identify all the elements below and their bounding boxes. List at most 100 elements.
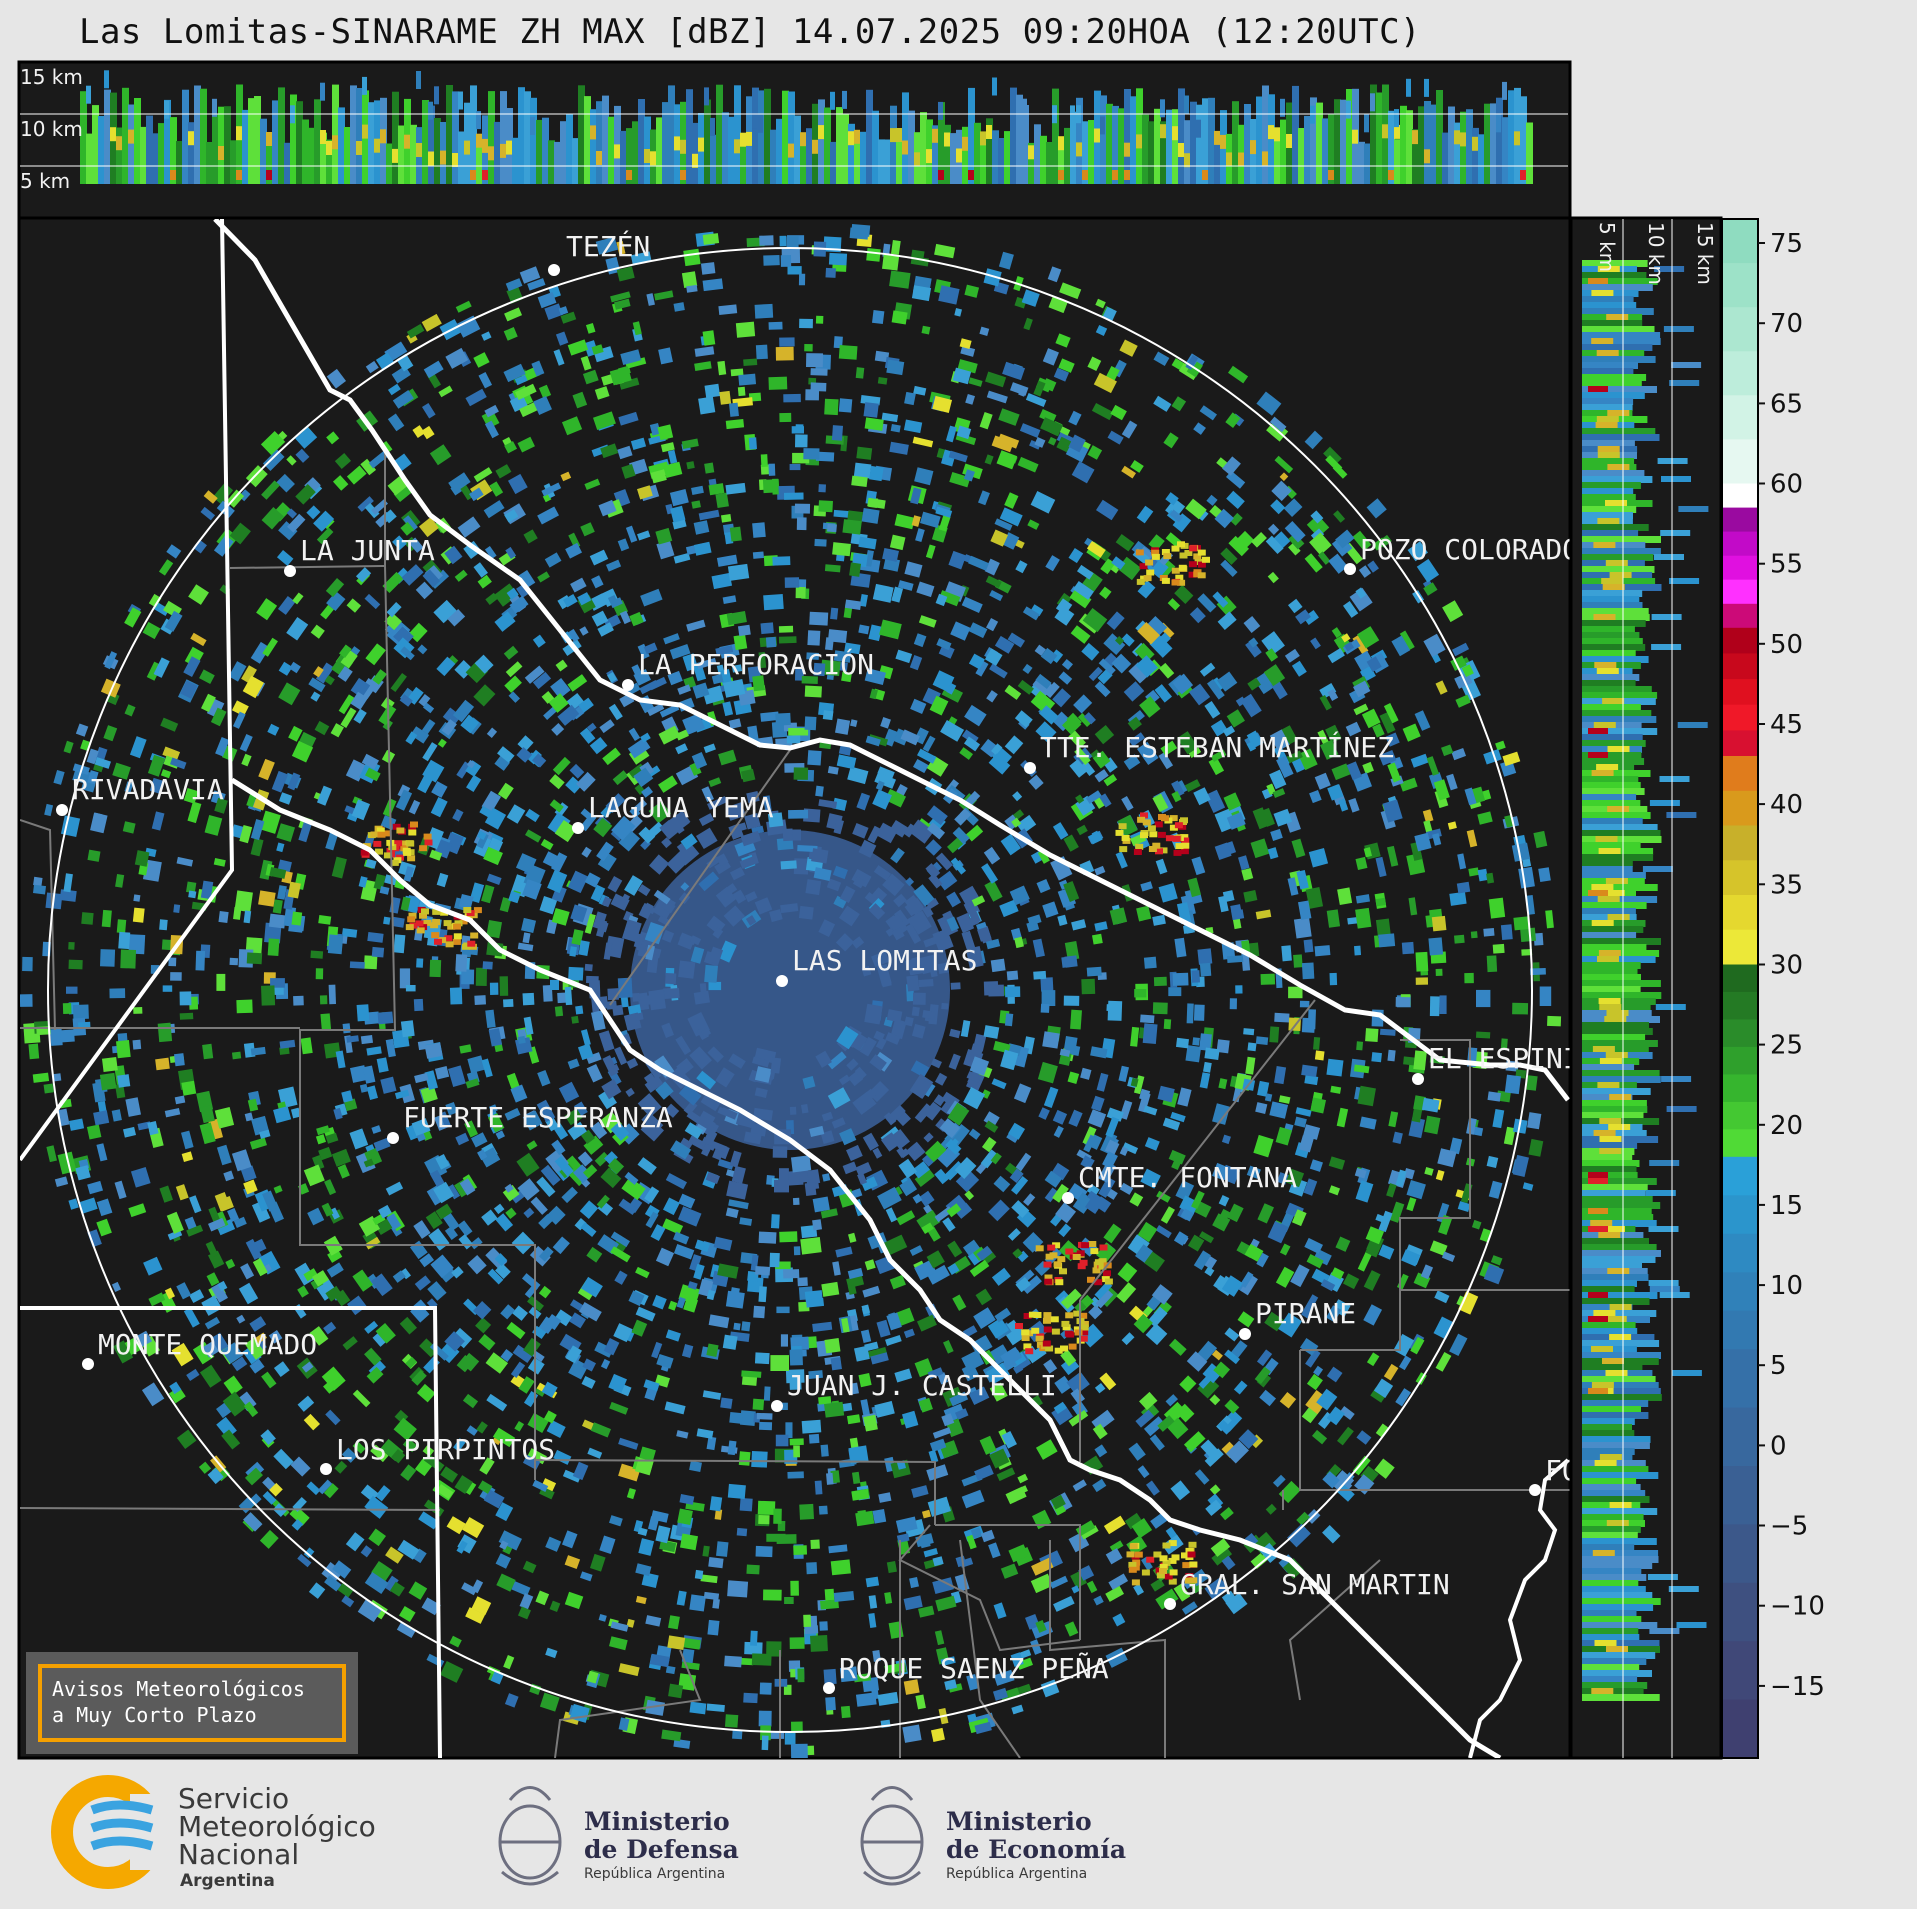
top-cross-section-echoes — [80, 70, 1533, 184]
side-alt-label-15: 15 km — [1693, 222, 1717, 285]
city-la-junta[interactable]: LA JUNTA — [284, 534, 435, 577]
city-label: RIVADAVIA — [72, 773, 224, 806]
city-dot — [82, 1358, 94, 1370]
city-dot — [320, 1463, 332, 1475]
smn-text-2: Meteorológico — [178, 1810, 376, 1843]
pilcomayo-river-boundary — [213, 219, 1570, 1102]
city-dot — [1024, 762, 1036, 774]
bermejo-river-boundary — [230, 777, 1502, 1758]
city-fuerte-esperanza[interactable]: FUERTE ESPERANZA — [387, 1101, 673, 1144]
city-los-pirpintos[interactable]: LOS PIRPINTOS — [320, 1433, 555, 1475]
city-tte-esteban-martinez[interactable]: TTE. ESTEBAN MARTÍNEZ — [1024, 730, 1394, 774]
city-label: LOS PIRPINTOS — [336, 1433, 555, 1466]
economia-text-3: República Argentina — [946, 1866, 1087, 1882]
city-dot — [56, 804, 68, 816]
colorbar-tick-label: −5 — [1770, 1512, 1808, 1542]
smn-text-1: Servicio — [178, 1782, 289, 1815]
city-label: PIRANE — [1255, 1297, 1356, 1330]
colorbar-tick-label: 65 — [1770, 389, 1803, 419]
colorbar-tick-label: 50 — [1770, 630, 1803, 660]
smn-text-4: Argentina — [180, 1871, 275, 1891]
side-alt-label-10: 10 km — [1644, 222, 1668, 285]
range-ring — [47, 247, 1533, 1733]
colorbar-tick-label: 30 — [1770, 951, 1803, 981]
economia-logo: Ministerio de Economía República Argenti… — [860, 1786, 1126, 1886]
logos-footer: Servicio Meteorológico Nacional Argentin… — [51, 1775, 1126, 1891]
city-el-espinillo[interactable]: EL ESPINILLO — [1412, 1042, 1630, 1085]
colorbar-tick-label: 60 — [1770, 470, 1803, 500]
avisos-button[interactable]: Avisos Meteorológicos a Muy Corto Plazo — [26, 1652, 358, 1754]
provincial-boundaries — [20, 219, 442, 1758]
top-alt-label-5: 5 km — [20, 169, 70, 193]
economia-text-2: de Economía — [946, 1835, 1126, 1864]
city-label: MONTE QUEMADO — [98, 1328, 317, 1361]
colorbar-tick-label: −10 — [1770, 1592, 1825, 1622]
smn-text-3: Nacional — [178, 1838, 299, 1871]
city-label: TEZÉN — [566, 229, 650, 263]
avisos-line2: a Muy Corto Plazo — [52, 1703, 257, 1727]
department-boundaries — [20, 452, 1570, 1758]
defensa-logo: Ministerio de Defensa República Argentin… — [498, 1786, 739, 1886]
city-fo-partial[interactable]: FO — [1529, 1454, 1579, 1496]
city-cmte-fontana[interactable]: CMTE. FONTANA — [1062, 1161, 1297, 1204]
defensa-text-2: de Defensa — [584, 1835, 739, 1864]
city-label: EL ESPINILLO — [1428, 1042, 1630, 1075]
city-label: POZO COLORADO — [1360, 533, 1579, 566]
city-pozo-colorado[interactable]: POZO COLORADO — [1344, 533, 1579, 575]
colorbar-tick-label: 20 — [1770, 1111, 1803, 1141]
city-layer: TEZÉN LA JUNTA POZO COLORADO LA PERFORAC… — [56, 229, 1630, 1694]
colorbar-tick-label: 10 — [1770, 1271, 1803, 1301]
city-dot — [823, 1682, 835, 1694]
city-label: LAGUNA YEMA — [588, 791, 774, 824]
city-rivadavia[interactable]: RIVADAVIA — [56, 773, 224, 816]
smn-logo: Servicio Meteorológico Nacional Argentin… — [51, 1775, 376, 1891]
city-las-lomitas[interactable]: LAS LOMITAS — [776, 944, 977, 987]
side-alt-label-5: 5 km — [1595, 222, 1619, 272]
defensa-text-3: República Argentina — [584, 1866, 725, 1882]
city-juan-j-castelli[interactable]: JUAN J. CASTELLI — [771, 1369, 1057, 1412]
coat-of-arms-icon — [860, 1786, 924, 1886]
page-title: Las Lomitas-SINARAME ZH MAX [dBZ] 14.07.… — [78, 12, 1422, 52]
city-label: FUERTE ESPERANZA — [403, 1101, 673, 1134]
colorbar-tick-label: 15 — [1770, 1191, 1803, 1221]
city-tezen[interactable]: TEZÉN — [548, 229, 650, 276]
top-alt-label-10: 10 km — [20, 117, 83, 141]
city-label: ROQUE SAENZ PEÑA — [839, 1651, 1109, 1685]
city-label: JUAN J. CASTELLI — [787, 1369, 1057, 1402]
colorbar-tick-label: −15 — [1770, 1672, 1825, 1702]
radar-reflectivity-echoes — [20, 223, 1562, 1758]
economia-text-1: Ministerio — [946, 1807, 1092, 1836]
colorbar-tick-label: 0 — [1770, 1431, 1787, 1461]
city-la-perforacion[interactable]: LA PERFORACIÓN — [622, 647, 874, 691]
colorbar-tick-label: 5 — [1770, 1351, 1787, 1381]
city-dot — [1164, 1598, 1176, 1610]
city-dot — [1062, 1192, 1074, 1204]
city-roque-saenz-pena[interactable]: ROQUE SAENZ PEÑA — [823, 1651, 1109, 1694]
city-dot — [1239, 1328, 1251, 1340]
city-dot — [1412, 1073, 1424, 1085]
colorbar-tick-label: 70 — [1770, 309, 1803, 339]
coat-of-arms-icon — [498, 1786, 562, 1886]
paraguay-river-boundary — [1468, 1458, 1570, 1758]
colorbar-tick-label: 55 — [1770, 550, 1803, 580]
city-gral-san-martin[interactable]: GRAL. SAN MARTIN — [1164, 1568, 1450, 1610]
city-dot — [771, 1400, 783, 1412]
city-dot — [387, 1132, 399, 1144]
colorbar-tick-label: 35 — [1770, 870, 1803, 900]
city-monte-quemado[interactable]: MONTE QUEMADO — [82, 1328, 317, 1370]
city-label: FO — [1545, 1454, 1579, 1487]
city-dot — [572, 822, 584, 834]
radar-figure: 15 km 10 km 5 km — [17, 60, 1825, 1760]
city-label: CMTE. FONTANA — [1078, 1161, 1297, 1194]
city-label: LA PERFORACIÓN — [638, 647, 874, 681]
city-dot — [1529, 1484, 1541, 1496]
city-dot — [284, 565, 296, 577]
city-dot — [548, 264, 560, 276]
colorbar-tick-label: 45 — [1770, 710, 1803, 740]
defensa-text-1: Ministerio — [584, 1807, 730, 1836]
city-laguna-yema[interactable]: LAGUNA YEMA — [572, 791, 774, 834]
colorbar-tick-label: 25 — [1770, 1031, 1803, 1061]
side-cross-section-echoes — [1582, 260, 1709, 1701]
city-pirane[interactable]: PIRANE — [1239, 1297, 1356, 1340]
